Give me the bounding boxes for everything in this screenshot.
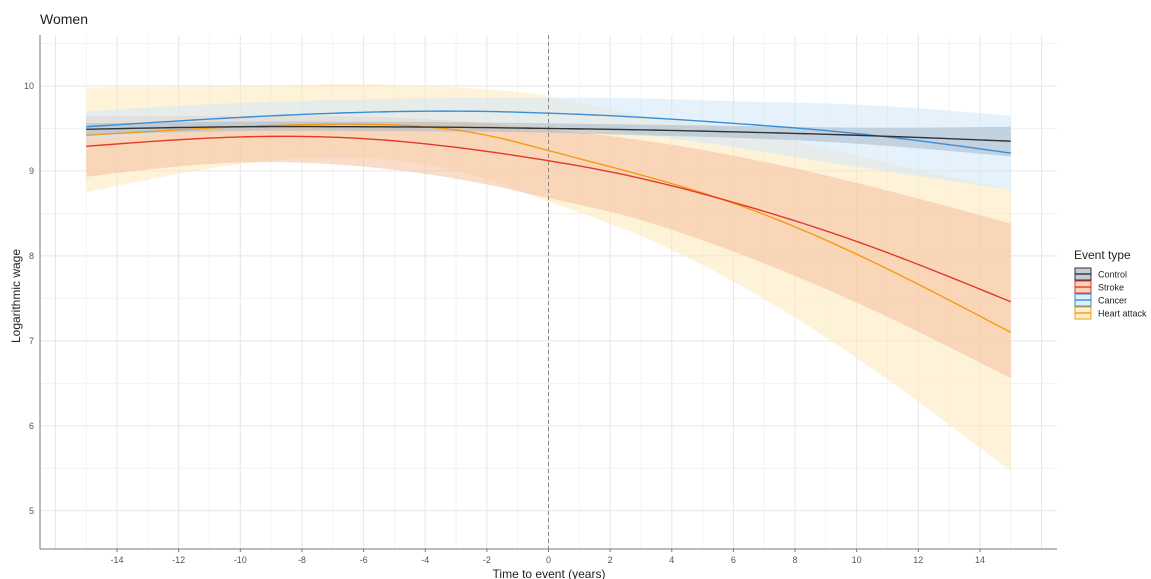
legend-title: Event type: [1074, 248, 1131, 262]
line-stroke: [86, 135, 1012, 303]
band-stroke: [86, 115, 1011, 379]
x-tick-label: -2: [483, 555, 491, 565]
x-tick-label: 6: [731, 555, 736, 565]
legend-item-stroke: Stroke: [1074, 280, 1124, 294]
series-lines: [86, 110, 1012, 333]
y-tick-label: 10: [24, 81, 34, 91]
x-tick-label: -14: [111, 555, 124, 565]
x-axis-title: Time to event (years): [493, 567, 606, 579]
legend-label: Control: [1098, 270, 1127, 280]
x-tick-label: -6: [360, 555, 368, 565]
x-tick-label: 10: [852, 555, 862, 565]
legend-item-heart-attack: Heart attack: [1074, 306, 1147, 320]
x-tick-label: -4: [421, 555, 429, 565]
x-tick-label: -10: [234, 555, 247, 565]
y-tick-label: 8: [29, 251, 34, 261]
x-tick-label: 2: [608, 555, 613, 565]
legend: Event type Control Stroke Cancer Heart atta…: [1074, 248, 1147, 320]
x-tick-label: 8: [793, 555, 798, 565]
x-tick-label: 4: [669, 555, 674, 565]
x-tick-label: 0: [546, 555, 551, 565]
legend-label: Cancer: [1098, 296, 1127, 306]
x-tick-label: -8: [298, 555, 306, 565]
chart-title: Women: [40, 11, 88, 27]
y-tick-label: 5: [29, 506, 34, 516]
legend-label: Stroke: [1098, 283, 1124, 293]
line-control: [86, 125, 1011, 142]
y-axis-ticks: 5 6 7 8 9 10: [24, 81, 34, 516]
band-cancer: [86, 97, 1011, 190]
y-axis-title: Logarithmic wage: [9, 249, 23, 343]
confidence-bands: [86, 84, 1011, 471]
line-cancer: [86, 110, 1011, 154]
legend-item-control: Control: [1074, 267, 1127, 281]
legend-item-cancer: Cancer: [1074, 293, 1127, 307]
x-tick-label: 12: [913, 555, 923, 565]
legend-label: Heart attack: [1098, 309, 1147, 319]
x-tick-label: -12: [172, 555, 185, 565]
x-axis-ticks: -14 -12 -10 -8 -6 -4 -2 0 2 4 6 8 10 12 14: [111, 549, 985, 565]
band-control: [86, 121, 1011, 157]
y-tick-label: 6: [29, 421, 34, 431]
y-tick-label: 9: [29, 166, 34, 176]
x-tick-label: 14: [975, 555, 985, 565]
y-tick-label: 7: [29, 336, 34, 346]
